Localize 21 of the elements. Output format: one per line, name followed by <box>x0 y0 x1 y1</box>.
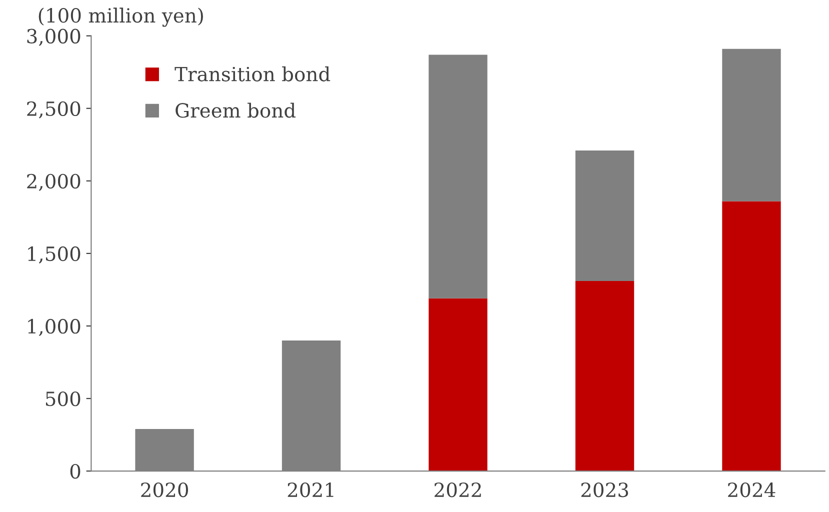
legend-label: Transition bond <box>174 66 330 82</box>
bar <box>722 48 781 202</box>
y-tick-label: 500 <box>46 391 80 406</box>
x-tick-label: 2021 <box>288 482 334 498</box>
y-tick-label: 1,500 <box>28 246 80 264</box>
y-tick-label: 0 <box>70 464 80 479</box>
bar <box>428 54 488 298</box>
bar <box>575 150 634 282</box>
x-tick-label: 2024 <box>728 482 776 498</box>
y-tick-label: 2,000 <box>27 174 80 191</box>
x-tick-label: 2022 <box>434 482 481 498</box>
x-tick-label: 2020 <box>141 482 188 498</box>
bar <box>575 281 634 472</box>
y-tick-label: 3,000 <box>27 28 80 46</box>
bar <box>428 298 488 472</box>
legend-label: Greem bond <box>176 102 296 118</box>
y-axis-title: (100 million yen) <box>38 8 203 27</box>
y-tick-label: 1,000 <box>28 318 80 336</box>
x-tick-label: 2023 <box>581 482 628 498</box>
y-tick-label: 2,500 <box>27 101 80 118</box>
bar <box>722 201 781 472</box>
